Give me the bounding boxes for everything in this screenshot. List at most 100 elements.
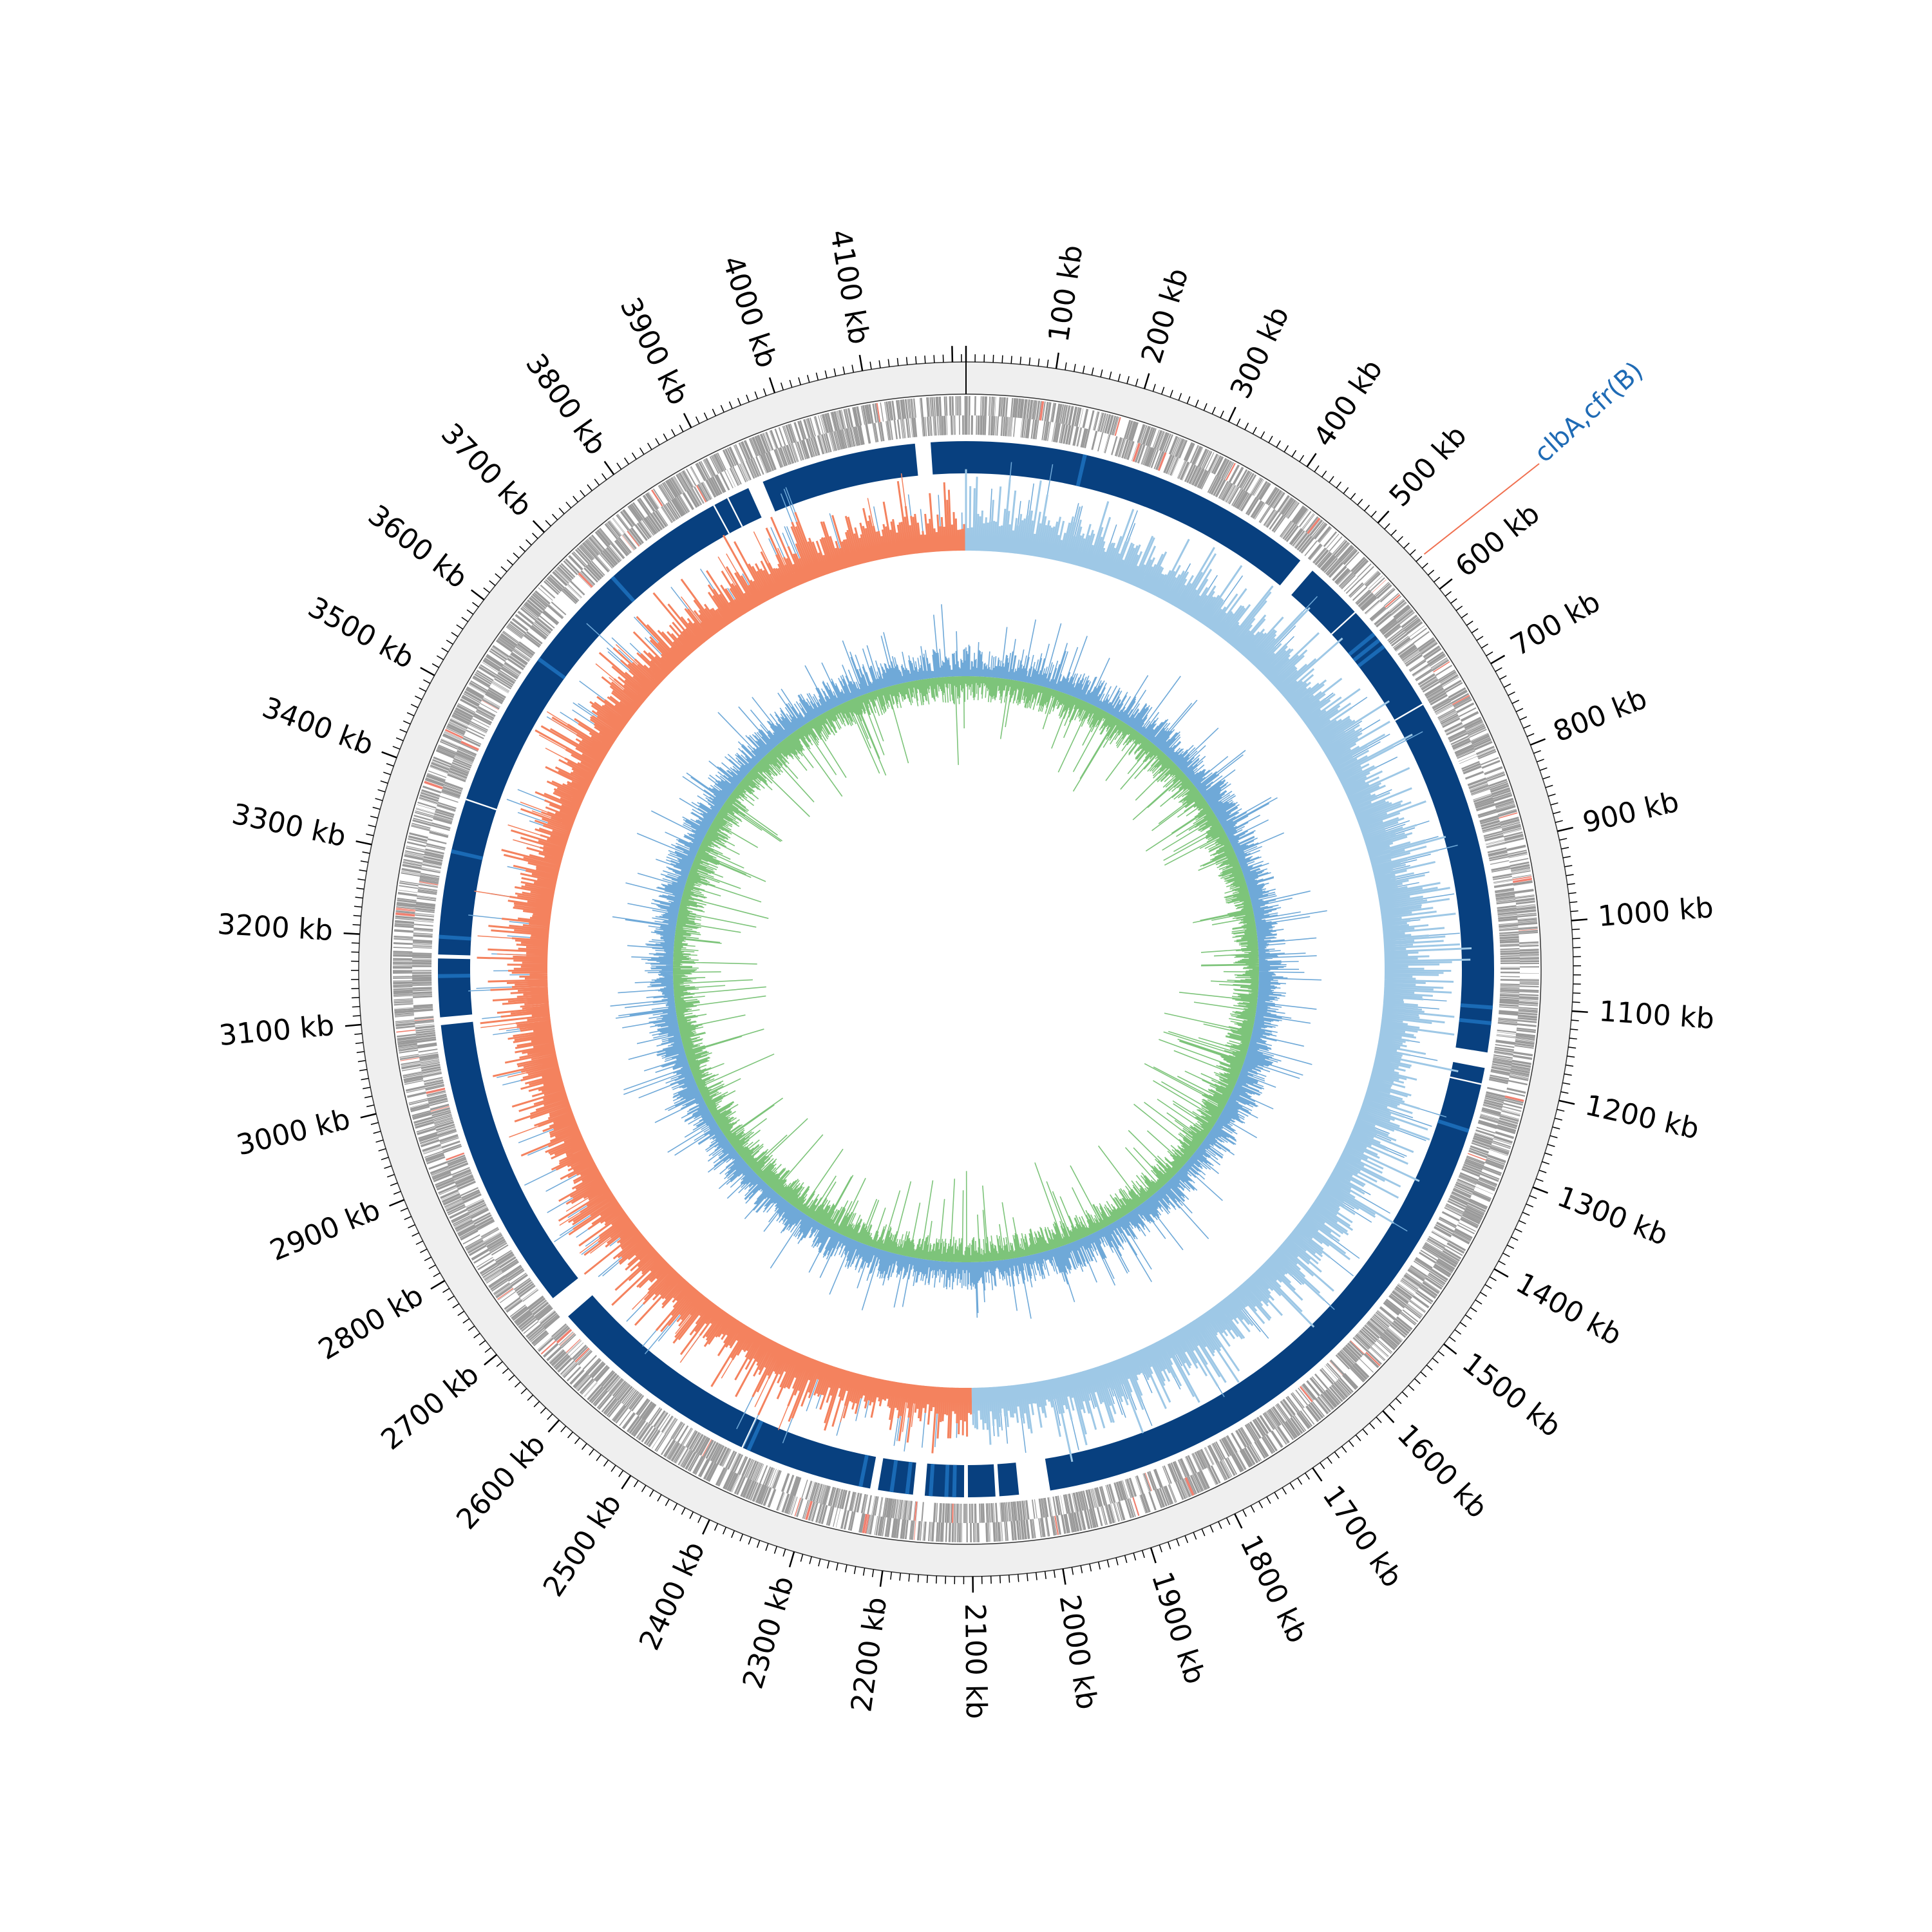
minor-tick: [1545, 784, 1553, 788]
minor-tick: [765, 1543, 769, 1551]
minor-tick: [361, 1077, 369, 1081]
minor-tick: [472, 601, 479, 608]
blast-hit-variant: [889, 1459, 898, 1493]
minor-tick: [468, 1325, 475, 1331]
minor-tick: [402, 720, 411, 725]
minor-tick: [386, 762, 394, 767]
tick-label: 2100 kb: [958, 1604, 992, 1719]
minor-tick: [1019, 356, 1022, 365]
minor-tick: [502, 1368, 509, 1374]
minor-tick: [357, 1060, 366, 1063]
major-tick: [1557, 826, 1573, 832]
minor-tick: [594, 478, 600, 486]
major-tick: [360, 1113, 377, 1119]
minor-tick: [381, 1157, 389, 1160]
minor-tick: [424, 1256, 432, 1262]
minor-tick: [1450, 598, 1457, 604]
minor-tick: [1519, 1220, 1526, 1224]
minor-tick: [372, 806, 381, 810]
minor-tick: [1434, 576, 1441, 583]
minor-tick: [1511, 1236, 1519, 1241]
minor-tick: [681, 1507, 686, 1515]
minor-tick: [1106, 1559, 1110, 1567]
minor-tick: [1569, 1037, 1577, 1040]
minor-tick: [560, 1425, 567, 1432]
minor-tick: [1421, 562, 1428, 569]
minor-tick: [423, 679, 431, 684]
minor-tick: [1471, 628, 1479, 634]
minor-tick: [508, 1374, 515, 1381]
gene-annotation-label: clbA,cfr(B): [1529, 356, 1649, 469]
minor-tick: [359, 869, 367, 872]
minor-tick: [1549, 1135, 1558, 1139]
minor-tick: [415, 1240, 424, 1245]
minor-tick: [695, 416, 700, 424]
minor-tick: [1515, 708, 1524, 712]
minor-tick: [1046, 359, 1049, 368]
minor-tick: [1341, 1446, 1347, 1453]
minor-tick: [853, 1566, 857, 1575]
minor-tick: [623, 457, 629, 465]
minor-tick: [1466, 620, 1473, 626]
minor-tick: [1432, 1358, 1439, 1364]
minor-tick: [431, 663, 439, 668]
minor-tick: [633, 1480, 639, 1488]
minor-tick: [1535, 1178, 1544, 1182]
minor-tick: [1355, 1434, 1361, 1441]
minor-tick: [1201, 1528, 1206, 1537]
minor-tick: [370, 815, 378, 819]
blast-hit-variant: [928, 1464, 935, 1497]
minor-tick: [842, 366, 846, 375]
tick-label: 2400 kb: [633, 1537, 712, 1655]
minor-tick: [447, 1295, 455, 1301]
minor-tick: [1570, 1028, 1578, 1030]
tick-label: 1500 kb: [1456, 1347, 1567, 1444]
minor-tick: [1560, 1091, 1569, 1094]
tick-label: 3800 kb: [519, 348, 613, 461]
tick-label: 3400 kb: [258, 691, 378, 762]
minor-tick: [366, 1104, 375, 1108]
minor-tick: [1409, 549, 1416, 556]
minor-tick: [728, 401, 733, 409]
minor-tick: [1236, 418, 1241, 426]
minor-tick: [1244, 422, 1249, 430]
tick-label: 1400 kb: [1510, 1267, 1627, 1352]
minor-tick: [410, 703, 419, 708]
minor-tick: [540, 1407, 547, 1414]
minor-tick: [731, 1530, 735, 1539]
minor-tick: [673, 1503, 678, 1511]
tick-label: 1200 kb: [1582, 1089, 1702, 1146]
minor-tick: [415, 696, 422, 700]
minor-tick: [408, 1224, 415, 1229]
tick-label: 3000 kb: [233, 1103, 353, 1162]
minor-tick: [789, 379, 793, 388]
blast-hit-track: [437, 441, 1494, 1497]
minor-tick: [1082, 365, 1085, 374]
minor-tick: [827, 1560, 830, 1569]
minor-tick: [722, 1526, 727, 1535]
minor-tick: [1065, 362, 1067, 370]
minor-tick: [573, 495, 579, 503]
minor-tick: [406, 712, 415, 717]
minor-tick: [1416, 556, 1423, 562]
minor-tick: [1562, 856, 1571, 858]
tick-label: 1700 kb: [1316, 1480, 1408, 1593]
minor-tick: [420, 1248, 428, 1253]
tick-label: 200 kb: [1135, 265, 1195, 368]
minor-tick: [1291, 450, 1297, 457]
tick-label: 700 kb: [1505, 585, 1605, 663]
minor-tick: [1459, 1321, 1467, 1327]
blast-hit-variant: [1348, 632, 1376, 656]
minor-tick: [581, 1443, 587, 1450]
minor-tick: [473, 1332, 480, 1339]
minor-tick: [618, 1470, 624, 1477]
minor-tick: [1152, 384, 1156, 392]
minor-tick: [663, 433, 668, 441]
minor-tick: [547, 1414, 553, 1420]
minor-tick: [926, 1575, 929, 1584]
annotation-leader-line: [1423, 463, 1540, 555]
blast-hit-variant: [1437, 1119, 1470, 1133]
gc-content-below: [672, 676, 1260, 1263]
minor-tick: [1567, 883, 1575, 886]
minor-tick: [419, 687, 426, 692]
